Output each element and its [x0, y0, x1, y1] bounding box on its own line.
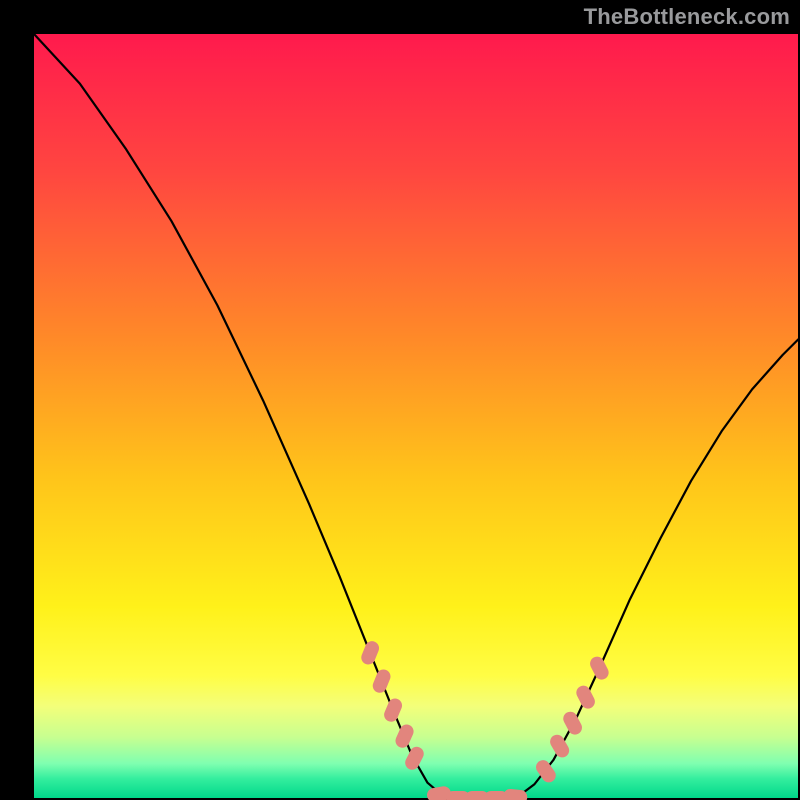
- chart-svg: [0, 0, 800, 800]
- chart-stage: TheBottleneck.com: [0, 0, 800, 800]
- plot-background: [34, 34, 798, 798]
- watermark-text: TheBottleneck.com: [584, 4, 790, 30]
